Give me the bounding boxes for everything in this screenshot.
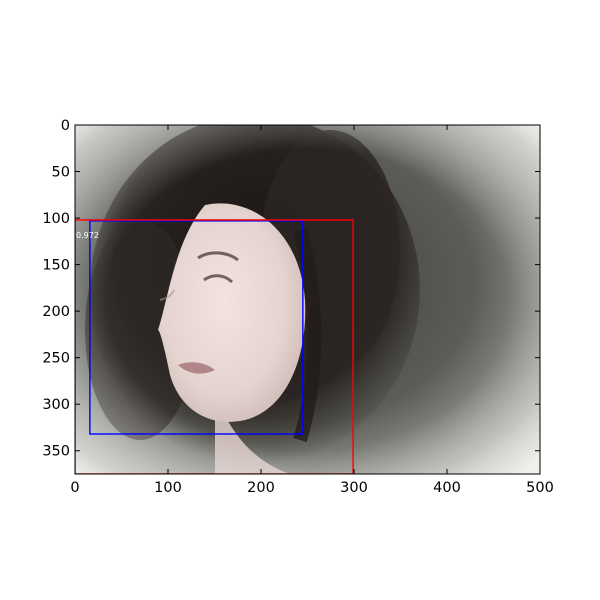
x-tick-label: 100 bbox=[154, 480, 182, 496]
y-tick-label: 0 bbox=[61, 118, 70, 134]
y-tick-label: 300 bbox=[42, 397, 70, 413]
y-tick-label: 150 bbox=[42, 258, 70, 274]
box-score-label: 0.972 bbox=[76, 231, 99, 240]
y-tick-label: 100 bbox=[42, 211, 70, 227]
bounding-box bbox=[75, 219, 354, 474]
bounding-box bbox=[89, 220, 304, 435]
x-tick-label: 400 bbox=[433, 480, 461, 496]
x-tick-label: 300 bbox=[340, 480, 368, 496]
x-tick-label: 0 bbox=[70, 480, 79, 496]
y-tick-label: 200 bbox=[42, 304, 70, 320]
axes-frame bbox=[74, 124, 541, 475]
portrait-photo bbox=[75, 125, 540, 474]
x-tick-label: 500 bbox=[526, 480, 554, 496]
y-tick-label: 50 bbox=[52, 165, 70, 181]
y-tick-label: 250 bbox=[42, 351, 70, 367]
y-tick-label: 350 bbox=[42, 444, 70, 460]
x-tick-label: 200 bbox=[247, 480, 275, 496]
